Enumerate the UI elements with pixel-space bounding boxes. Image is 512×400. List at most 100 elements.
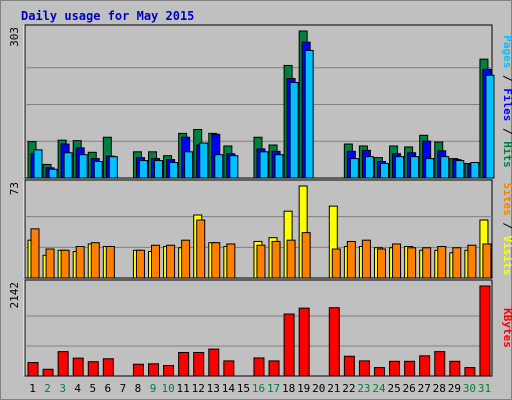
side-label-part: KBytes [501, 308, 512, 348]
bar-pages-day-2 [48, 168, 58, 179]
day-label-29: 29 [448, 382, 461, 395]
day-label-26: 26 [403, 382, 416, 395]
side-label-part: Visits [501, 236, 512, 276]
day-label-11: 11 [177, 382, 190, 395]
bar-sites-day-16 [256, 244, 266, 279]
bar-pages-day-9 [154, 160, 164, 179]
bar-pages-day-30 [470, 161, 480, 179]
bar-kbytes-day-12 [193, 351, 205, 377]
bar-sites-day-25 [392, 243, 402, 279]
day-label-25: 25 [387, 382, 400, 395]
day-label-5: 5 [89, 382, 96, 395]
day-label-27: 27 [418, 382, 431, 395]
day-label-6: 6 [105, 382, 112, 395]
bar-kbytes-day-25 [389, 360, 401, 377]
day-label-23: 23 [357, 382, 370, 395]
bar-sites-day-11 [181, 239, 191, 279]
side-label-part: / [501, 121, 512, 141]
bar-pages-day-1 [33, 149, 43, 179]
bar-pages-day-5 [93, 161, 103, 179]
bar-pages-day-25 [395, 156, 405, 179]
side-label-part: Files [501, 88, 512, 121]
day-label-2: 2 [44, 382, 51, 395]
bar-pages-day-11 [184, 151, 194, 179]
bar-sites-day-10 [166, 244, 176, 279]
bar-kbytes-day-18 [283, 313, 295, 377]
bar-pages-day-12 [199, 142, 209, 179]
bar-sites-day-3 [60, 249, 70, 279]
bar-sites-day-24 [376, 248, 386, 279]
panel-hits_files_pages-ymax-label: 303 [8, 27, 21, 47]
bar-kbytes-day-4 [72, 357, 84, 377]
bar-sites-day-31 [482, 243, 492, 279]
bar-pages-day-23 [364, 156, 374, 179]
bar-pages-day-22 [349, 158, 359, 179]
bar-sites-day-22 [346, 240, 356, 279]
bar-kbytes-day-10 [163, 364, 175, 377]
bar-pages-day-8 [138, 160, 148, 179]
day-label-21: 21 [327, 382, 340, 395]
day-label-14: 14 [222, 382, 236, 395]
bar-pages-day-27 [425, 158, 435, 179]
bar-kbytes-day-3 [57, 351, 69, 377]
bar-sites-day-4 [75, 245, 85, 279]
bar-pages-day-24 [379, 162, 389, 179]
bar-sites-day-5 [90, 242, 100, 279]
bar-pages-day-6 [108, 156, 118, 179]
bar-sites-day-21 [331, 248, 341, 279]
day-label-31: 31 [478, 382, 491, 395]
bar-sites-day-27 [422, 247, 432, 279]
bar-kbytes-day-29 [449, 360, 461, 377]
bar-kbytes-day-11 [178, 351, 190, 377]
bar-kbytes-day-9 [148, 363, 160, 377]
side-label-part: / [501, 216, 512, 236]
bar-kbytes-day-22 [343, 355, 355, 377]
bar-sites-day-9 [151, 244, 161, 279]
bar-sites-day-29 [452, 247, 462, 279]
bar-kbytes-day-31 [479, 285, 491, 377]
bar-sites-day-2 [45, 248, 55, 279]
bar-sites-day-8 [135, 249, 145, 279]
bar-pages-day-14 [229, 155, 239, 179]
bar-kbytes-day-13 [208, 348, 220, 377]
day-label-30: 30 [463, 382, 476, 395]
bar-pages-day-16 [259, 151, 269, 179]
bar-kbytes-day-14 [223, 360, 235, 377]
bar-sites-day-1 [30, 228, 40, 279]
day-label-3: 3 [59, 382, 66, 395]
bar-sites-day-19 [301, 232, 311, 279]
bar-sites-day-26 [407, 247, 417, 279]
bar-sites-day-23 [361, 239, 371, 279]
day-label-7: 7 [120, 382, 127, 395]
bar-pages-day-3 [63, 152, 73, 179]
bar-sites-day-6 [105, 245, 115, 279]
bar-kbytes-day-28 [434, 351, 446, 377]
day-label-28: 28 [433, 382, 446, 395]
bar-pages-day-17 [274, 154, 284, 179]
panel-hits_files_pages-side-label: Pages / Files / Hits [501, 35, 512, 168]
day-label-15: 15 [237, 382, 250, 395]
day-label-9: 9 [150, 382, 157, 395]
day-label-16: 16 [252, 382, 265, 395]
day-label-12: 12 [192, 382, 205, 395]
bar-pages-day-13 [214, 154, 224, 179]
bar-pages-day-19 [304, 49, 314, 179]
day-label-20: 20 [312, 382, 325, 395]
bar-sites-day-30 [467, 244, 477, 279]
bar-kbytes-day-6 [102, 358, 114, 377]
side-label-part: Pages [501, 35, 512, 68]
bar-sites-day-13 [211, 242, 221, 279]
panel-visits_sites-ymax-label: 73 [8, 182, 21, 195]
bar-pages-day-28 [440, 156, 450, 179]
day-label-13: 13 [207, 382, 220, 395]
bar-kbytes-day-19 [298, 307, 310, 377]
day-label-8: 8 [135, 382, 142, 395]
panel-visits_sites-side-label: Sites / Visits [501, 183, 512, 276]
panel-kbytes-ymax-label: 2142 [8, 282, 21, 309]
bar-pages-day-10 [169, 161, 179, 179]
bar-pages-day-29 [455, 160, 465, 179]
bar-sites-day-18 [286, 239, 296, 279]
bar-pages-day-26 [410, 156, 420, 179]
bar-sites-day-12 [196, 219, 206, 279]
bar-kbytes-day-8 [132, 363, 144, 377]
